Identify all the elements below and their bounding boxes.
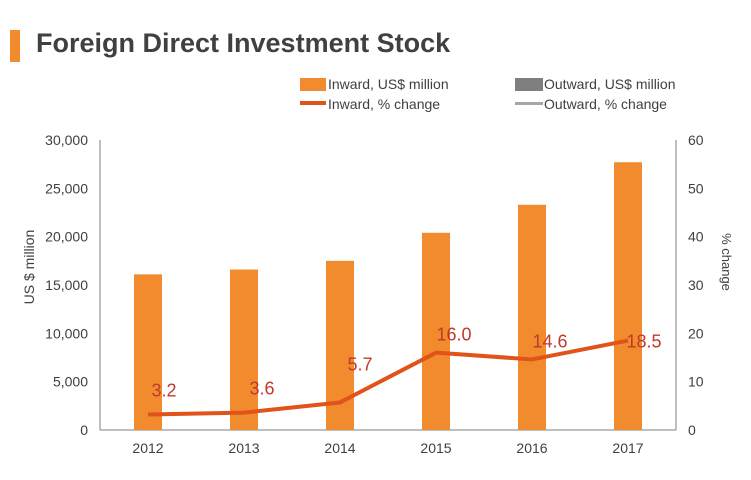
x-tick-label: 2015 [420, 440, 451, 456]
x-tick-label: 2014 [324, 440, 355, 456]
data-label-inward-pct: 3.2 [151, 381, 176, 401]
y2-axis-label: % change [719, 233, 734, 291]
data-label-inward-pct: 16.0 [436, 325, 471, 345]
title-accent-bar [10, 30, 20, 62]
legend-swatch-inward-bar [300, 78, 326, 91]
data-label-inward-pct: 14.6 [532, 331, 567, 351]
x-tick-label: 2017 [612, 440, 643, 456]
y2-tick-label: 50 [688, 180, 704, 196]
bar-inward-2012 [134, 274, 162, 430]
chart-title: Foreign Direct Investment Stock [36, 28, 451, 58]
data-label-inward-pct: 3.6 [249, 379, 274, 399]
legend-swatch-inward-line [300, 101, 326, 105]
y-axis-label: US $ million [21, 230, 37, 305]
y-tick-label: 0 [80, 422, 88, 438]
bar-inward-2017 [614, 162, 642, 430]
y-tick-label: 25,000 [45, 180, 88, 196]
legend-label-inward-bar: Inward, US$ million [328, 76, 449, 92]
x-tick-label: 2012 [132, 440, 163, 456]
line-inward-pct-change [147, 338, 629, 417]
y-tick-label: 10,000 [45, 325, 88, 341]
y2-tick-label: 30 [688, 277, 704, 293]
legend-label-outward-line: Outward, % change [544, 96, 667, 112]
x-tick-label: 2016 [516, 440, 547, 456]
y2-tick-label: 10 [688, 374, 704, 390]
y2-tick-label: 20 [688, 325, 704, 341]
data-label-inward-pct: 5.7 [347, 354, 372, 374]
x-tick-label: 2013 [228, 440, 259, 456]
bar-inward-2015 [422, 232, 450, 430]
y2-tick-label: 0 [688, 422, 696, 438]
legend-label-inward-line: Inward, % change [328, 96, 441, 112]
legend-swatch-outward-line [515, 102, 543, 105]
y-tick-label: 15,000 [45, 277, 88, 293]
bar-inward-2013 [230, 269, 258, 430]
bar-inward-2016 [518, 204, 546, 430]
y2-tick-label: 60 [688, 132, 704, 148]
legend-swatch-outward-bar [515, 78, 543, 91]
y-tick-label: 20,000 [45, 229, 88, 245]
legend-label-outward-bar: Outward, US$ million [544, 76, 676, 92]
y-tick-label: 30,000 [45, 132, 88, 148]
y2-tick-label: 40 [688, 229, 704, 245]
data-label-inward-pct: 18.5 [626, 332, 661, 352]
y-tick-label: 5,000 [53, 374, 88, 390]
